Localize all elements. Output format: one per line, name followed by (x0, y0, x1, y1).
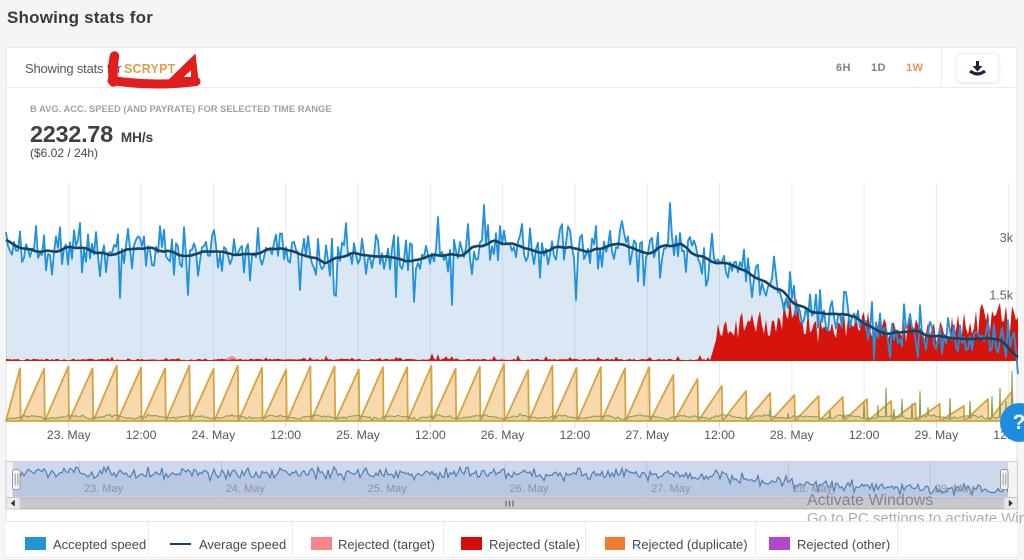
svg-text:12:00: 12:00 (560, 428, 591, 442)
svg-text:1.5k: 1.5k (989, 289, 1013, 303)
svg-text:24. May: 24. May (226, 483, 266, 495)
svg-text:12:00: 12:00 (849, 428, 880, 442)
svg-text:29. May: 29. May (915, 428, 960, 442)
svg-text:25. May: 25. May (368, 483, 408, 495)
svg-text:26. May: 26. May (481, 428, 526, 442)
svg-text:24. May: 24. May (192, 428, 237, 442)
svg-text:12:00: 12:00 (415, 428, 446, 442)
svg-text:26. May: 26. May (509, 483, 549, 495)
svg-text:23. May: 23. May (47, 428, 92, 442)
svg-text:12:00: 12:00 (270, 428, 301, 442)
svg-text:3k: 3k (1000, 231, 1014, 245)
svg-text:28. May: 28. May (793, 483, 833, 495)
svg-text:23. May: 23. May (84, 483, 124, 495)
svg-text:12:00: 12:00 (704, 428, 735, 442)
svg-text:25. May: 25. May (336, 428, 381, 442)
svg-text:29. May: 29. May (935, 483, 975, 495)
svg-text:27. May: 27. May (625, 428, 670, 442)
svg-text:28. May: 28. May (770, 428, 815, 442)
svg-text:27. May: 27. May (651, 483, 691, 495)
svg-text:12:00: 12:00 (126, 428, 157, 442)
